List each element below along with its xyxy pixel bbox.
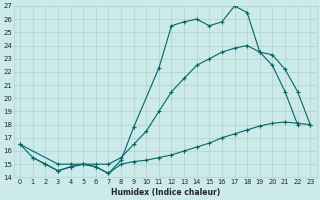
X-axis label: Humidex (Indice chaleur): Humidex (Indice chaleur): [111, 188, 220, 197]
